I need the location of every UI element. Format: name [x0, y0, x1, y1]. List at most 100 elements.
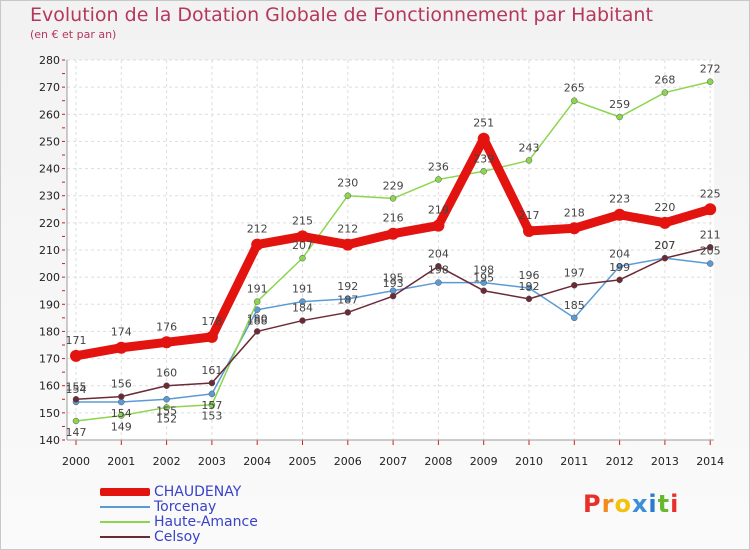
data-label-haute-amance: 243	[519, 141, 540, 154]
data-point-chaudenay	[160, 336, 173, 349]
legend-swatch-chaudenay	[100, 487, 150, 496]
legend-label: Torcenay	[154, 498, 217, 515]
data-label-celsoy: 187	[337, 293, 358, 306]
y-tick-label: 200	[39, 271, 60, 284]
data-point-haute-amance	[661, 89, 669, 96]
data-point-torcenay	[163, 396, 170, 403]
legend-item-chaudenay[interactable]: CHAUDENAY	[100, 483, 258, 500]
plot-area	[67, 60, 714, 440]
data-label-torcenay: 185	[564, 299, 585, 312]
grid-layer	[67, 59, 714, 441]
y-tick-label: 210	[39, 244, 60, 257]
data-point-torcenay	[616, 263, 623, 270]
logo-letter: r	[601, 490, 615, 518]
y-tick-label: 260	[39, 108, 60, 121]
data-label-torcenay: 188	[247, 315, 268, 328]
data-label-haute-amance: 239	[473, 152, 494, 165]
y-tick-label: 170	[39, 353, 60, 366]
data-label-chaudenay: 212	[337, 223, 358, 236]
data-point-chaudenay	[205, 330, 218, 343]
series-layer	[70, 78, 717, 425]
data-label-chaudenay: 225	[700, 187, 721, 200]
data-label-chaudenay: 212	[247, 223, 268, 236]
legend-swatch-haute-amance	[100, 520, 150, 523]
x-tick-label: 2001	[107, 455, 135, 468]
data-point-chaudenay	[296, 230, 309, 243]
data-point-torcenay	[344, 295, 352, 303]
x-tick-label: 2003	[198, 455, 226, 468]
logo-letter: i	[648, 490, 658, 518]
data-point-celsoy	[118, 393, 125, 400]
data-label-chaudenay: 178	[201, 315, 222, 328]
x-tick-label: 2006	[334, 455, 362, 468]
y-tick-label: 180	[39, 325, 60, 338]
data-label-celsoy: 192	[519, 280, 540, 293]
data-point-celsoy	[706, 244, 714, 251]
data-point-torcenay	[525, 284, 533, 292]
y-tick-label: 220	[39, 217, 60, 230]
data-label-torcenay: 198	[473, 264, 494, 277]
y-tick-label: 240	[39, 163, 60, 176]
x-tick-label: 2008	[424, 455, 452, 468]
data-point-haute-amance	[208, 401, 216, 408]
chart-subtitle: (en € et par an)	[30, 28, 117, 41]
data-label-chaudenay: 171	[66, 334, 87, 347]
data-point-haute-amance	[706, 78, 714, 85]
data-point-torcenay	[299, 298, 306, 305]
data-point-chaudenay	[477, 132, 490, 145]
logo-letter: t	[657, 490, 671, 518]
data-label-chaudenay: 219	[428, 204, 449, 217]
data-label-haute-amance: 147	[66, 426, 87, 439]
data-point-celsoy	[253, 328, 261, 335]
data-point-haute-amance	[525, 157, 533, 164]
data-label-torcenay: 191	[292, 283, 313, 296]
data-point-celsoy	[389, 292, 397, 300]
proxiti-logo: Proxiti	[583, 490, 679, 518]
data-point-celsoy	[616, 276, 623, 284]
data-point-celsoy	[208, 379, 216, 387]
x-tick-label: 2002	[153, 455, 181, 468]
data-label-chaudenay: 217	[519, 209, 540, 222]
data-label-torcenay: 198	[428, 264, 449, 277]
data-label-haute-amance: 152	[156, 412, 177, 425]
data-point-haute-amance	[118, 412, 125, 419]
data-label-celsoy: 184	[292, 302, 313, 315]
data-point-chaudenay	[251, 238, 264, 251]
data-label-haute-amance: 259	[609, 98, 630, 111]
data-point-celsoy	[661, 254, 669, 262]
y-tick-label: 160	[39, 380, 60, 393]
data-label-celsoy: 199	[609, 261, 630, 274]
legend-swatch-torcenay	[100, 505, 150, 508]
legend-item-celsoy[interactable]: Celsoy	[100, 529, 258, 545]
data-label-celsoy: 160	[156, 367, 177, 380]
data-point-haute-amance	[480, 168, 487, 175]
x-tick-label: 2010	[515, 455, 543, 468]
logo-letter: o	[614, 490, 632, 518]
data-point-chaudenay	[387, 227, 400, 240]
data-point-chaudenay	[70, 349, 82, 362]
data-label-chaudenay: 216	[383, 212, 404, 225]
data-label-torcenay: 207	[654, 239, 675, 252]
data-label-torcenay: 204	[609, 247, 630, 260]
chart-title: Evolution de la Dotation Globale de Fonc…	[30, 4, 653, 26]
x-tick-label: 2004	[243, 455, 271, 468]
data-point-celsoy	[480, 287, 487, 294]
data-label-haute-amance: 236	[428, 160, 449, 173]
data-point-celsoy	[299, 317, 306, 324]
data-point-chaudenay	[658, 216, 671, 229]
data-point-torcenay	[480, 279, 487, 286]
data-point-celsoy	[163, 382, 170, 389]
legend-swatch-celsoy	[100, 535, 150, 538]
data-point-celsoy	[571, 282, 578, 289]
data-point-torcenay	[208, 390, 216, 398]
legend-item-torcenay[interactable]: Torcenay	[100, 498, 258, 515]
data-label-chaudenay: 176	[156, 320, 177, 333]
logo-letter: i	[670, 490, 680, 518]
legend-item-haute-amance[interactable]: Haute-Amance	[100, 513, 258, 530]
legend-label: Haute-Amance	[154, 513, 258, 530]
legend-label: CHAUDENAY	[154, 483, 242, 500]
data-label-celsoy: 161	[201, 364, 222, 377]
data-label-celsoy: 193	[383, 277, 404, 290]
y-tick-label: 270	[39, 81, 60, 94]
